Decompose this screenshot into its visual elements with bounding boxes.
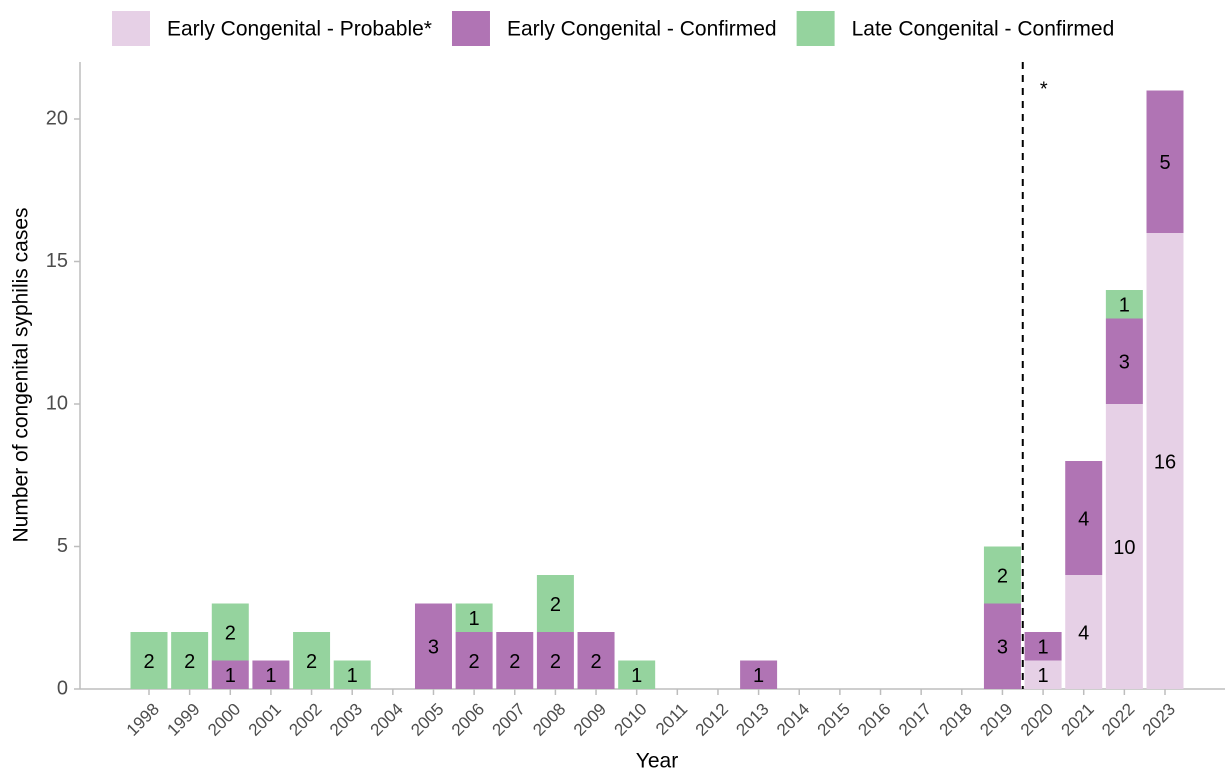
x-tick-label: 2006 — [448, 700, 488, 740]
bar-segment — [1105, 404, 1143, 689]
x-tick-label: 2005 — [407, 700, 447, 740]
x-tick-label: 2017 — [895, 700, 935, 740]
data-label: 5 — [1159, 152, 1170, 174]
y-tick-label: 15 — [46, 250, 68, 272]
bar-segment — [1105, 290, 1143, 319]
bar-segment — [293, 632, 331, 689]
x-tick-label: 2008 — [529, 700, 569, 740]
data-label: 1 — [225, 665, 236, 687]
data-label: 10 — [1113, 537, 1135, 559]
x-tick-label: 2014 — [773, 700, 813, 740]
bar-segment — [211, 660, 249, 689]
x-tick-label: 2018 — [936, 700, 976, 740]
y-tick-label: 0 — [57, 677, 68, 699]
data-label: 2 — [550, 594, 561, 616]
bar-segment — [1146, 233, 1184, 689]
bar-segment — [455, 603, 493, 632]
data-label: 2 — [550, 651, 561, 673]
x-tick-label: 2012 — [692, 700, 732, 740]
y-axis-title: Number of congenital syphilis cases — [10, 208, 33, 543]
data-label: 16 — [1154, 451, 1176, 473]
data-label: 3 — [428, 637, 439, 659]
bar-segment — [1105, 318, 1143, 404]
bar-segment — [455, 632, 493, 689]
x-tick-label: 2000 — [204, 700, 244, 740]
data-label: 2 — [469, 651, 480, 673]
data-label: 1 — [753, 665, 764, 687]
data-label: 2 — [590, 651, 601, 673]
bar-segment — [171, 632, 209, 689]
bar-segment — [1024, 660, 1062, 689]
bar-segment — [1065, 575, 1103, 689]
x-tick-label: 2020 — [1017, 700, 1057, 740]
x-tick-label: 2011 — [652, 700, 691, 739]
x-tick-label: 2002 — [285, 700, 325, 740]
x-tick-label: 2007 — [489, 700, 529, 740]
bar-segment — [496, 632, 534, 689]
x-tick-label: 2022 — [1098, 700, 1138, 740]
data-label: 1 — [1038, 637, 1049, 659]
data-label: 2 — [225, 622, 236, 644]
legend-label: Late Congenital - Confirmed — [852, 18, 1115, 41]
x-tick-label: 2023 — [1139, 700, 1179, 740]
legend-swatch — [796, 11, 835, 46]
x-tick-label: 2015 — [814, 700, 854, 740]
bar-segment — [983, 603, 1021, 689]
data-label: 2 — [306, 651, 317, 673]
x-tick-label: 2010 — [610, 700, 650, 740]
legend-label: Early Congenital - Confirmed — [507, 18, 777, 41]
bar-segment — [1065, 461, 1103, 575]
bar-segment — [577, 632, 615, 689]
legend-swatch — [451, 11, 490, 46]
x-tick-label: 2019 — [976, 700, 1016, 740]
bar-segment — [536, 575, 574, 632]
x-tick-label: 2013 — [732, 700, 772, 740]
x-tick-label: 1998 — [123, 700, 163, 740]
bar-segment — [983, 546, 1021, 604]
y-tick-label: 20 — [46, 107, 68, 129]
data-label: 4 — [1078, 622, 1089, 644]
bar-segment — [130, 632, 168, 689]
data-label: 3 — [1119, 352, 1130, 374]
bar-segment — [740, 660, 778, 689]
data-label: 1 — [469, 608, 480, 630]
data-label: 1 — [1038, 665, 1049, 687]
x-tick-label: 2001 — [245, 700, 285, 740]
data-label: 4 — [1078, 508, 1089, 530]
data-label: 1 — [631, 665, 642, 687]
data-label: 2 — [184, 651, 195, 673]
data-label: 1 — [265, 665, 276, 687]
bar-segment — [1024, 632, 1062, 661]
data-label: 1 — [1119, 295, 1130, 317]
annotation: * — [1040, 78, 1048, 100]
bar-segment — [536, 632, 574, 689]
data-label: 2 — [143, 651, 154, 673]
x-tick-label: 1999 — [163, 700, 203, 740]
data-label: 3 — [997, 637, 1008, 659]
bar-segment — [414, 603, 452, 689]
bar-segment — [1146, 90, 1184, 233]
bar-segment — [618, 660, 656, 689]
bar-segment — [211, 603, 249, 661]
y-tick-label: 5 — [57, 535, 68, 557]
y-tick-label: 10 — [46, 392, 68, 414]
bar-segment — [252, 660, 290, 689]
legend-swatch — [112, 11, 150, 46]
bar-segment — [333, 660, 371, 689]
x-axis-title: Year — [636, 750, 678, 773]
legend-label: Early Congenital - Probable* — [167, 18, 432, 41]
data-label: 2 — [997, 565, 1008, 587]
x-tick-label: 2021 — [1058, 700, 1098, 740]
x-tick-label: 2003 — [326, 700, 366, 740]
data-label: 1 — [347, 665, 358, 687]
data-label: 2 — [509, 651, 520, 673]
x-tick-label: 2009 — [570, 700, 610, 740]
x-tick-label: 2004 — [367, 700, 407, 740]
x-tick-label: 2016 — [854, 700, 894, 740]
